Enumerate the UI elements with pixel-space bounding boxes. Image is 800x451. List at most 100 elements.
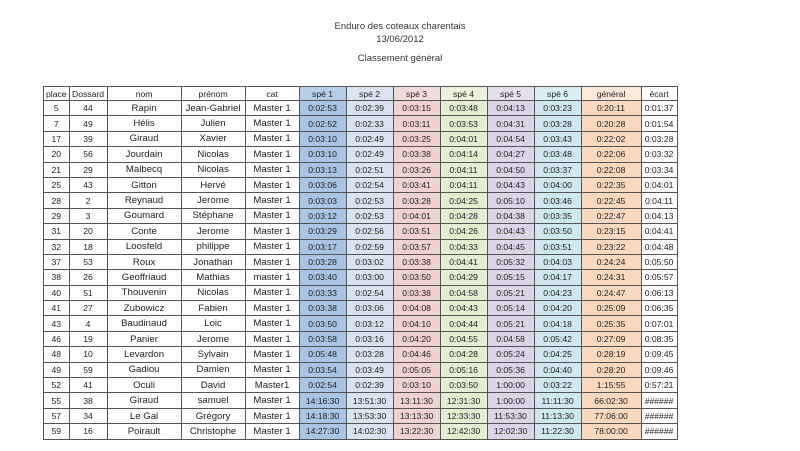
cell-nom: Poirault [106, 423, 182, 440]
cell-dossard: 51 [68, 284, 108, 302]
cell-spe3: 13:13:30 [392, 407, 441, 425]
cell-place: 43 [43, 315, 70, 332]
table-row: 29 3 Goumard Stéphane Master 1 0:03:12 0:02:53… [43, 207, 678, 225]
cell-spe2: 0:02:49 [345, 146, 394, 163]
cell-spe2: 0:02:59 [345, 238, 394, 255]
cell-nom: Giraud [106, 130, 182, 148]
cell-spe3: 0:03:28 [392, 192, 441, 209]
table-row: 5 44 Rapin Jean-Gabriel Master 1 0:02:53 0:02:… [43, 99, 678, 117]
cell-spe6: 0:03:50 [533, 223, 582, 240]
col-header-prenom: prénom [180, 86, 246, 101]
cell-dossard: 10 [68, 346, 108, 363]
cell-general: 0:25:35 [580, 315, 642, 332]
cell-cat: Master 1 [244, 130, 300, 148]
cell-spe6: 0:03:46 [533, 192, 582, 209]
cell-spe3: 0:03:38 [392, 253, 441, 271]
cell-spe6: 0:03:35 [533, 207, 582, 225]
cell-dossard: 3 [68, 207, 108, 225]
cell-spe3: 0:05:05 [392, 361, 441, 379]
cell-place: 41 [43, 300, 70, 317]
cell-prenom: Jean-Gabriel [180, 99, 246, 117]
cell-nom: Geoffriaud [106, 269, 182, 286]
cell-cat: Master 1 [244, 315, 300, 332]
event-title: Enduro des coteaux charentais [334, 21, 466, 32]
cell-spe2: 0:03:16 [345, 330, 394, 348]
cell-general: 0:28:19 [580, 346, 642, 363]
cell-spe2: 13:53:30 [345, 407, 394, 425]
cell-place: 20 [43, 146, 70, 163]
cell-cat: Master 1 [244, 407, 300, 425]
cell-spe6: 0:04:17 [533, 269, 582, 286]
cell-spe2: 0:02:39 [345, 99, 394, 117]
cell-place: 25 [43, 176, 70, 194]
cell-ecart: 0:08:35 [640, 330, 678, 348]
cell-spe2: 0:03:28 [345, 346, 394, 363]
cell-spe3: 0:03:57 [392, 238, 441, 255]
cell-cat: Master1 [244, 377, 300, 394]
cell-spe4: 0:04:43 [439, 300, 488, 317]
cell-general: 0:22:06 [580, 146, 642, 163]
cell-spe6: 0:03:48 [533, 146, 582, 163]
cell-dossard: 4 [68, 315, 108, 332]
col-header-spe3: spé 3 [392, 86, 441, 101]
cell-spe2: 0:02:54 [345, 176, 394, 194]
table-row: 52 41 Oculi David Master1 0:02:54 0:02:39 0:03:… [43, 377, 678, 394]
cell-nom: Oculi [106, 377, 182, 394]
cell-spe6: 0:04:03 [533, 253, 582, 271]
cell-spe4: 0:04:25 [439, 192, 488, 209]
cell-spe2: 0:02:53 [345, 192, 394, 209]
cell-spe4: 0:05:16 [439, 361, 488, 379]
cell-cat: Master 1 [244, 423, 300, 440]
cell-spe1: 14:16:30 [298, 392, 347, 409]
cell-place: 40 [43, 284, 70, 302]
cell-cat: Master 1 [244, 207, 300, 225]
cell-general: 1:15:55 [580, 377, 642, 394]
cell-spe5: 0:04:43 [486, 176, 535, 194]
cell-spe2: 0:02:49 [345, 130, 394, 148]
cell-spe1: 0:03:33 [298, 284, 347, 302]
col-header-nom: nom [106, 86, 182, 101]
cell-prenom: Nicolas [180, 284, 246, 302]
col-header-place: place [43, 86, 70, 101]
cell-dossard: 2 [68, 192, 108, 209]
cell-spe2: 0:02:39 [345, 377, 394, 394]
col-header-cat: cat [244, 86, 300, 101]
cell-spe3: 0:03:15 [392, 99, 441, 117]
cell-nom: Panier [106, 330, 182, 348]
cell-place: 32 [43, 238, 70, 255]
cell-nom: Loosfeld [106, 238, 182, 255]
cell-spe3: 0:04:46 [392, 346, 441, 363]
cell-prenom: Jerome [180, 223, 246, 240]
cell-nom: Zubowicz [106, 300, 182, 317]
cell-ecart: 0:03:32 [640, 146, 678, 163]
cell-cat: Master 1 [244, 284, 300, 302]
table-row: 59 16 Poirault Christophe Master 1 14:27:30 14… [43, 423, 678, 440]
cell-spe5: 0:05:36 [486, 361, 535, 379]
cell-spe1: 0:03:17 [298, 238, 347, 255]
table-row: 37 53 Roux Jonathan Master 1 0:03:28 0:03:02 0:… [43, 253, 678, 271]
cell-cat: Master 1 [244, 99, 300, 117]
table-row: 32 18 Loosfeld philippe Master 1 0:03:17 0:02:… [43, 238, 678, 255]
table-row: 17 39 Giraud Xavier Master 1 0:03:10 0:02:49 0:… [43, 130, 678, 148]
cell-nom: Le Gal [106, 407, 182, 425]
cell-spe2: 0:03:02 [345, 253, 394, 271]
cell-spe4: 0:03:50 [439, 377, 488, 394]
cell-dossard: 29 [68, 161, 108, 178]
cell-general: 0:22:47 [580, 207, 642, 225]
cell-general: 0:22:35 [580, 176, 642, 194]
cell-spe5: 11:53:30 [486, 407, 535, 425]
table-row: 20 56 Jourdain Nicolas Master 1 0:03:10 0:02:4… [43, 146, 678, 163]
cell-ecart: 0:04:41 [640, 223, 678, 240]
cell-place: 5 [43, 99, 70, 117]
cell-spe5: 0:04:43 [486, 223, 535, 240]
cell-spe6: 0:03:22 [533, 377, 582, 394]
cell-spe1: 0:03:28 [298, 253, 347, 271]
cell-prenom: Fabien [180, 300, 246, 317]
cell-nom: Rapin [106, 99, 182, 117]
cell-spe6: 0:04:40 [533, 361, 582, 379]
cell-dossard: 18 [68, 238, 108, 255]
cell-spe4: 0:04:11 [439, 161, 488, 178]
cell-spe5: 0:04:31 [486, 115, 535, 132]
cell-general: 0:27:09 [580, 330, 642, 348]
cell-spe4: 0:04:14 [439, 146, 488, 163]
